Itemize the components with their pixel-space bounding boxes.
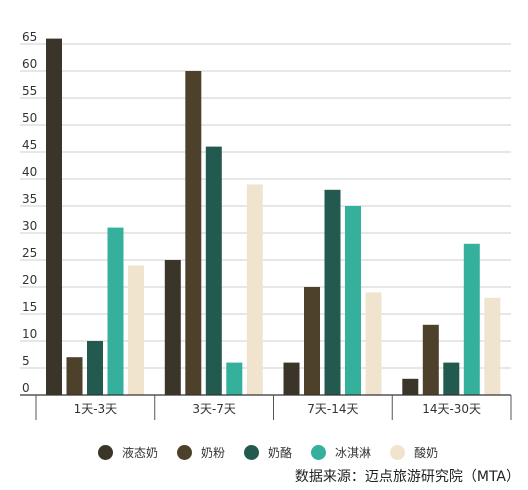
source-note: 数据来源：迈点旅游研究院（MTA） <box>294 469 520 485</box>
legend-swatch <box>390 445 406 460</box>
legend-swatch <box>98 445 113 460</box>
x-axis: 1天-3天 3天-7天 7天-14天 14天-30天 <box>20 394 512 420</box>
bar <box>463 243 480 395</box>
y-axis-tick-labels: 0 5 10 15 20 25 30 35 40 45 50 55 60 65 <box>22 30 37 395</box>
legend-item: 冰淇淋 <box>311 444 371 461</box>
bars <box>46 38 501 395</box>
legend-item: 奶粉 <box>177 444 225 461</box>
bar <box>185 71 202 395</box>
bar <box>107 227 124 395</box>
legend-label: 酸奶 <box>414 446 439 460</box>
y-tick-label: 35 <box>22 192 37 206</box>
legend-label: 液态奶 <box>122 446 159 460</box>
y-tick-label: 60 <box>22 57 37 71</box>
legend-label: 奶酪 <box>268 446 293 460</box>
y-tick-label: 65 <box>22 30 37 44</box>
legend-item: 酸奶 <box>390 444 438 461</box>
bar <box>422 324 439 395</box>
y-tick-label: 55 <box>22 84 37 98</box>
y-tick-label: 50 <box>22 111 37 125</box>
y-tick-label: 40 <box>22 165 37 179</box>
bar <box>205 146 222 395</box>
y-tick-label: 30 <box>22 219 37 233</box>
y-tick-label: 25 <box>22 246 37 260</box>
bar <box>402 378 419 395</box>
x-tick-label: 1天-3天 <box>74 402 118 416</box>
bar <box>283 362 300 395</box>
bar <box>66 357 83 395</box>
x-tick-label: 7天-14天 <box>307 402 358 416</box>
bar <box>246 184 263 395</box>
bar <box>87 341 103 395</box>
legend-swatch <box>244 445 260 460</box>
bar-chart: 0 5 10 15 20 25 30 35 40 45 50 55 60 65 1天-3天 3天-7天 7天-… <box>20 30 512 420</box>
bar <box>484 297 501 395</box>
legend-swatch <box>177 445 193 460</box>
y-tick-label: 45 <box>22 138 37 152</box>
bar <box>365 292 382 395</box>
bar <box>164 260 181 395</box>
y-tick-label: 5 <box>22 354 30 368</box>
y-tick-label: 0 <box>22 381 30 395</box>
y-tick-label: 20 <box>22 273 37 287</box>
bar <box>226 362 243 395</box>
legend-label: 奶粉 <box>201 446 226 460</box>
bar <box>345 206 361 395</box>
bar <box>443 362 460 395</box>
y-tick-label: 10 <box>22 327 37 341</box>
x-tick-label: 14天-30天 <box>422 402 481 416</box>
gridlines <box>20 43 511 369</box>
x-tick-label: 3天-7天 <box>192 402 236 416</box>
bar <box>324 189 341 395</box>
legend-swatch <box>311 445 327 460</box>
y-tick-label: 15 <box>22 300 37 314</box>
bar <box>128 265 144 395</box>
legend-item: 奶酪 <box>244 444 292 461</box>
bar <box>304 287 320 395</box>
legend: 液态奶 奶粉 奶酪 冰淇淋 酸奶 <box>98 444 457 461</box>
legend-label: 冰淇淋 <box>335 446 372 460</box>
bar <box>46 38 62 395</box>
legend-item: 液态奶 <box>98 444 158 461</box>
